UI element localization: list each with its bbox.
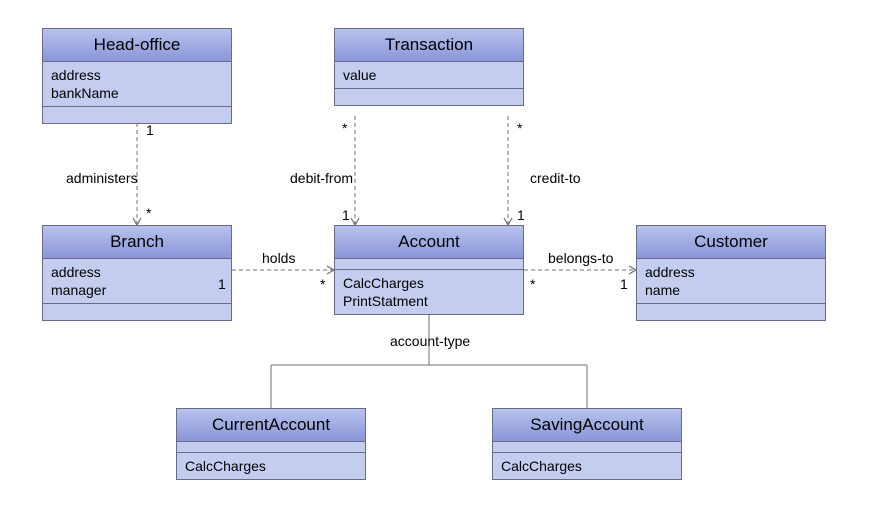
attr: address (645, 263, 817, 281)
class-attrs (335, 259, 523, 270)
label-account-type: account-type (390, 333, 470, 349)
op: CalcCharges (501, 457, 673, 475)
label-debit-from: debit-from (290, 170, 353, 186)
op: PrintStatment (343, 292, 515, 310)
attr: name (645, 281, 817, 299)
mult-debit-from-1: * (342, 120, 347, 136)
op: CalcCharges (343, 274, 515, 292)
class-attrs: address name (637, 259, 825, 304)
attr: address (51, 66, 223, 84)
class-title: Head-office (43, 29, 231, 62)
class-title: Customer (637, 226, 825, 259)
class-attrs: address manager (43, 259, 231, 304)
mult-administers-1: 1 (146, 122, 154, 138)
label-holds: holds (262, 250, 295, 266)
op: CalcCharges (185, 457, 357, 475)
mult-holds-1: 1 (218, 276, 226, 292)
mult-credit-to-1: * (517, 120, 522, 136)
class-ops (43, 107, 231, 123)
class-attrs: address bankName (43, 62, 231, 107)
class-ops (43, 304, 231, 320)
class-attrs (493, 442, 681, 453)
class-account: Account CalcCharges PrintStatment (334, 225, 524, 315)
mult-administers-2: * (146, 205, 151, 221)
class-transaction: Transaction value (334, 28, 524, 106)
label-credit-to: credit-to (530, 170, 581, 186)
class-ops (335, 89, 523, 105)
mult-belongs-to-1: * (530, 276, 535, 292)
class-title: Transaction (335, 29, 523, 62)
mult-credit-to-2: 1 (517, 207, 525, 223)
class-attrs (177, 442, 365, 453)
attr: value (343, 66, 515, 84)
mult-belongs-to-2: 1 (620, 276, 628, 292)
attr: manager (51, 281, 223, 299)
attr: bankName (51, 84, 223, 102)
class-head-office: Head-office address bankName (42, 28, 232, 124)
class-title: SavingAccount (493, 409, 681, 442)
class-ops: CalcCharges (493, 453, 681, 479)
class-attrs: value (335, 62, 523, 89)
class-branch: Branch address manager (42, 225, 232, 321)
class-customer: Customer address name (636, 225, 826, 321)
class-ops: CalcCharges (177, 453, 365, 479)
mult-holds-2: * (320, 276, 325, 292)
mult-debit-from-2: 1 (342, 207, 350, 223)
class-title: CurrentAccount (177, 409, 365, 442)
class-saving-account: SavingAccount CalcCharges (492, 408, 682, 480)
class-title: Account (335, 226, 523, 259)
class-ops (637, 304, 825, 320)
label-administers: administers (66, 170, 138, 186)
label-belongs-to: belongs-to (548, 250, 613, 266)
attr: address (51, 263, 223, 281)
class-ops: CalcCharges PrintStatment (335, 270, 523, 314)
class-title: Branch (43, 226, 231, 259)
class-current-account: CurrentAccount CalcCharges (176, 408, 366, 480)
